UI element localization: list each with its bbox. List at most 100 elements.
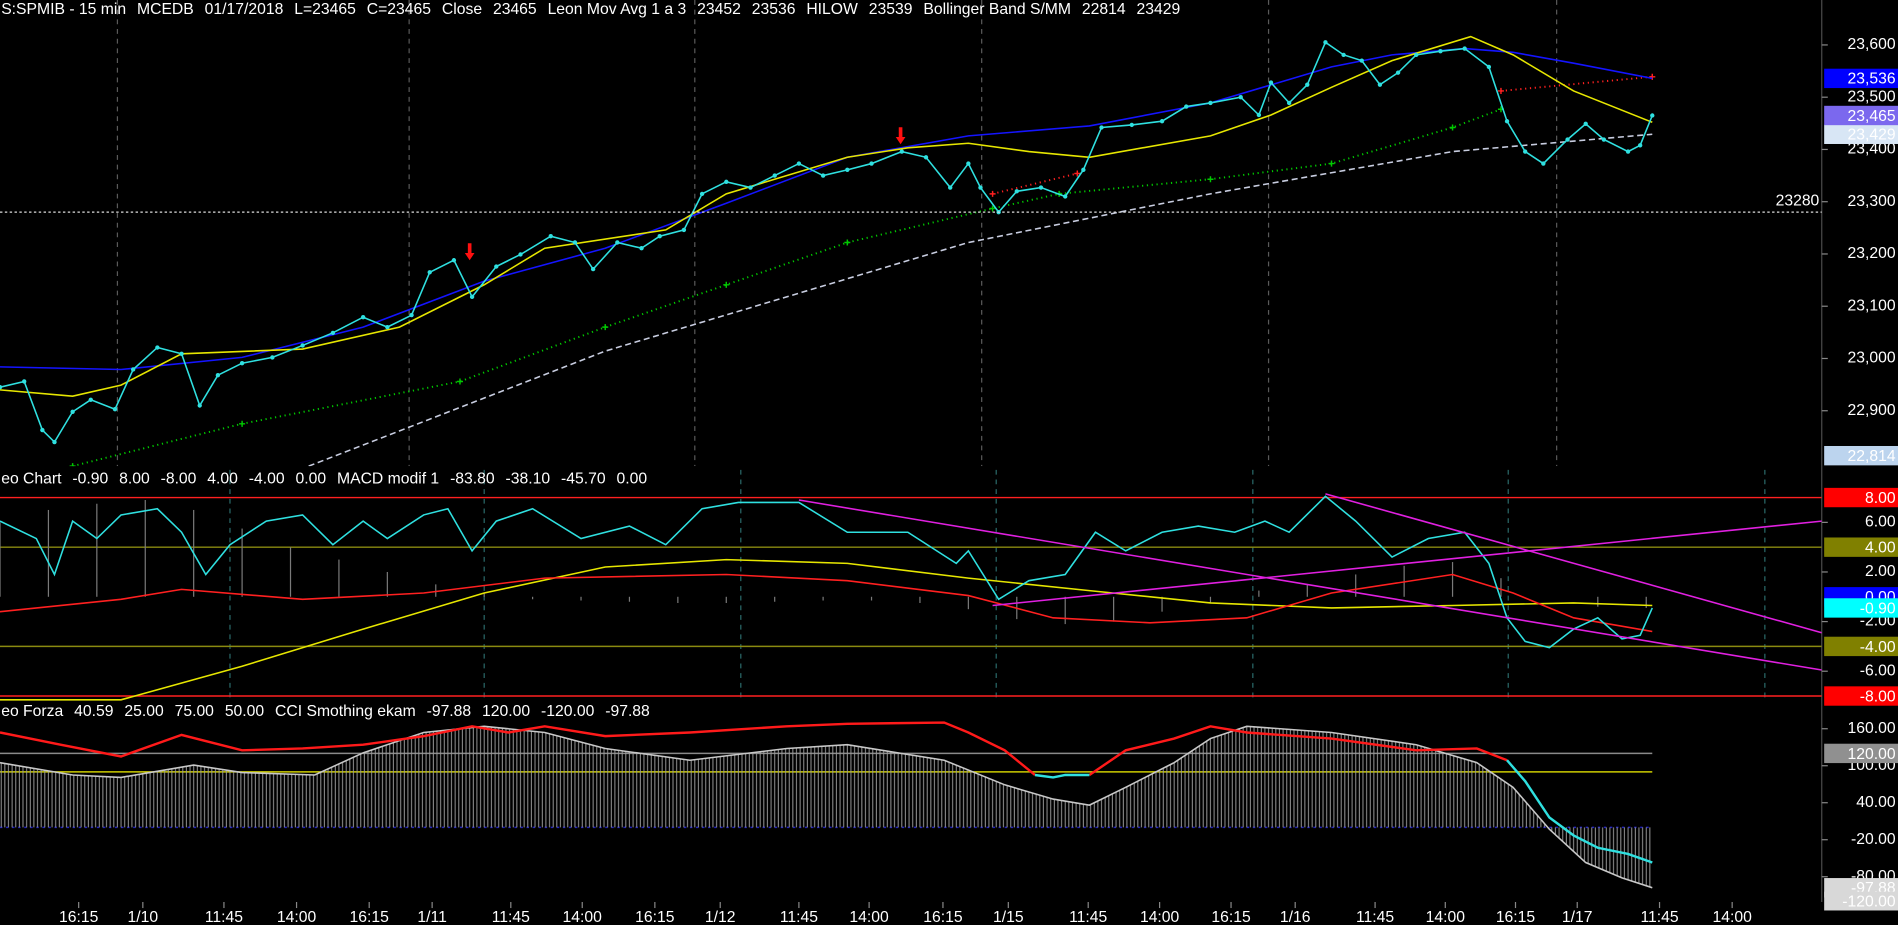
value-badge-label: -4.00: [1860, 639, 1896, 656]
indicator-legend: 25.00: [124, 703, 164, 720]
price-point: [1014, 189, 1019, 194]
x-tick-label: 1/11: [417, 909, 446, 925]
indicator-legend: 01/17/2018: [205, 1, 284, 18]
value-badge: [1824, 537, 1898, 557]
value-badge-label: 4.00: [1865, 540, 1896, 557]
indicator-legend: S:SPMIB - 15 min: [1, 1, 126, 18]
y-tick-label: 23,600: [1848, 36, 1896, 53]
series-line: [0, 725, 1653, 889]
x-tick-label: 14:00: [563, 909, 603, 925]
price-point: [1256, 112, 1262, 118]
indicator-legend: 22814: [1082, 1, 1126, 18]
price-point: [1359, 58, 1364, 63]
x-tick-label: 1/12: [705, 909, 736, 925]
price-point: [590, 266, 596, 272]
price-point: [300, 343, 305, 348]
series-line: [0, 558, 1653, 701]
price-point: [1395, 70, 1401, 75]
price-point: [1305, 82, 1310, 87]
indicator-legend: Leon Mov Avg 1 a 3: [548, 1, 687, 18]
x-tick-label: 1/17: [1562, 909, 1593, 925]
price-point: [1129, 122, 1134, 128]
plot-area: [0, 721, 1653, 889]
sar-point: [602, 324, 609, 331]
x-tick-label: 11:45: [780, 909, 818, 925]
x-axis-strip: [0, 910, 1898, 925]
signal-arrow: [895, 127, 906, 145]
price-point: [1184, 104, 1189, 109]
sar-point: [1449, 124, 1456, 131]
x-tick-label: 11:45: [492, 909, 530, 925]
price-point: [52, 439, 57, 445]
y-tick-label: 23,100: [1848, 297, 1896, 314]
x-tick-label: 14:00: [277, 909, 317, 925]
price-point: [1504, 119, 1510, 124]
indicator-legend: L=23465: [294, 1, 356, 18]
indicator-legend: 23429: [1137, 1, 1181, 18]
price-point: [40, 427, 45, 433]
indicator-legend: -38.10: [506, 471, 551, 488]
value-badge: [1824, 743, 1898, 764]
price-point: [1650, 113, 1655, 118]
value-badge-label: 23,536: [1848, 71, 1896, 88]
x-tick-label: 11:45: [1356, 909, 1394, 925]
price-point: [548, 234, 553, 239]
indicator-legend: 120.00: [482, 703, 530, 720]
sar-point: [1497, 87, 1504, 94]
price-point: [657, 234, 662, 239]
x-tick-label: 11:45: [1640, 909, 1678, 925]
series-line: [0, 35, 1653, 397]
sar-point: [456, 378, 464, 385]
price-point: [330, 330, 336, 336]
price-point: [1583, 121, 1588, 127]
plot-area: [0, 469, 1822, 703]
y-tick-label: 23,500: [1848, 88, 1896, 105]
indicator-legend: 40.59: [74, 703, 113, 720]
price-point: [1625, 149, 1631, 154]
value-badge: [1824, 487, 1898, 508]
price-point: [518, 252, 523, 257]
price-point: [572, 240, 578, 245]
indicator-legend: 23539: [869, 1, 913, 18]
price-point: [0, 385, 3, 390]
sar-point: [1649, 73, 1656, 80]
price-point: [1341, 52, 1346, 58]
indicator-legend: eo Forza: [1, 703, 63, 720]
y-tick-label: 23,000: [1848, 350, 1896, 367]
price-point: [155, 345, 160, 350]
indicator-legend: 50.00: [225, 703, 265, 720]
value-badge: [1824, 445, 1898, 466]
series-line: [0, 495, 1653, 649]
indicator-legend: -45.70: [561, 471, 606, 488]
price-point: [845, 167, 850, 173]
price-point: [1637, 143, 1643, 148]
y-tick-label: 23,200: [1848, 245, 1896, 262]
indicator-legend: 0.00: [616, 471, 647, 488]
series-line: [1325, 493, 1822, 634]
value-badge-label: -120.00: [1842, 894, 1896, 911]
series-line: [0, 573, 1653, 633]
y-tick-label: 23,400: [1848, 141, 1896, 158]
indicator-legend: -83.80: [450, 471, 495, 488]
y-tick-label: -6.00: [1860, 662, 1896, 679]
value-badge: [1824, 124, 1898, 144]
x-tick-label: 1/10: [128, 909, 159, 925]
indicator-legend: 75.00: [175, 703, 215, 720]
x-tick-label: 14:00: [1712, 909, 1752, 925]
price-point: [494, 264, 499, 269]
price-point: [724, 179, 729, 185]
plot-area: [0, 0, 1656, 467]
sar-point: [1328, 160, 1335, 167]
price-point: [22, 379, 27, 384]
price-point: [966, 161, 971, 166]
price-point: [409, 312, 414, 318]
value-badge-label: 8.00: [1865, 490, 1896, 507]
indicator-legend: MCEDB: [137, 1, 194, 18]
value-badge-label: -8.00: [1860, 688, 1896, 705]
x-tick-label: 1/16: [1280, 909, 1311, 925]
indicator-legend: eo Chart: [1, 471, 62, 488]
indicator-legend: 23465: [493, 1, 537, 18]
series-line: [0, 721, 1508, 776]
price-point: [699, 191, 705, 197]
